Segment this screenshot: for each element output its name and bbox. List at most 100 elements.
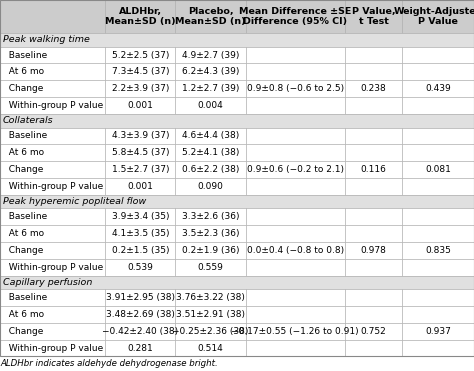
Bar [246, 178, 345, 195]
Text: Within-group P value: Within-group P value [3, 344, 103, 352]
Text: 0.978: 0.978 [361, 246, 386, 255]
Bar [0, 209, 105, 225]
Bar [0, 306, 105, 323]
Bar [246, 289, 345, 306]
Text: 3.5±2.3 (36): 3.5±2.3 (36) [182, 229, 239, 238]
Text: 7.3±4.5 (37): 7.3±4.5 (37) [111, 67, 169, 76]
Text: 0.2±1.5 (35): 0.2±1.5 (35) [111, 246, 169, 255]
Text: 0.752: 0.752 [361, 327, 386, 336]
Text: 0.081: 0.081 [425, 165, 451, 174]
Text: At 6 mo: At 6 mo [3, 310, 44, 319]
Bar [345, 225, 402, 242]
Text: 5.8±4.5 (37): 5.8±4.5 (37) [111, 148, 169, 157]
Text: 2.2±3.9 (37): 2.2±3.9 (37) [111, 84, 169, 93]
Bar [246, 63, 345, 80]
Bar [402, 259, 474, 276]
Bar [105, 225, 175, 242]
Bar [345, 340, 402, 357]
Text: 3.9±3.4 (35): 3.9±3.4 (35) [111, 212, 169, 221]
Text: 3.91±2.95 (38): 3.91±2.95 (38) [106, 293, 175, 302]
Bar [105, 0, 175, 33]
Text: Baseline: Baseline [3, 212, 47, 221]
Text: Collaterals: Collaterals [3, 116, 54, 125]
Bar [402, 63, 474, 80]
Text: 0.9±0.8 (−0.6 to 2.5): 0.9±0.8 (−0.6 to 2.5) [247, 84, 344, 93]
Bar [402, 144, 474, 161]
Text: Peak hyperemic popliteal flow: Peak hyperemic popliteal flow [3, 197, 146, 206]
Text: 3.3±2.6 (36): 3.3±2.6 (36) [182, 212, 239, 221]
Text: 0.116: 0.116 [361, 165, 386, 174]
Bar [246, 242, 345, 259]
Bar [246, 47, 345, 63]
Text: 0.001: 0.001 [128, 182, 153, 191]
Text: 0.937: 0.937 [425, 327, 451, 336]
Bar [175, 306, 246, 323]
Bar [246, 323, 345, 340]
Bar [345, 242, 402, 259]
Text: 0.004: 0.004 [198, 101, 223, 110]
Bar [402, 289, 474, 306]
Bar [0, 161, 105, 178]
Bar [345, 47, 402, 63]
Bar [175, 289, 246, 306]
Bar [345, 0, 402, 33]
Bar [105, 323, 175, 340]
Text: 0.238: 0.238 [361, 84, 386, 93]
Text: −0.42±2.40 (38): −0.42±2.40 (38) [102, 327, 178, 336]
Bar [402, 225, 474, 242]
Text: Within-group P value: Within-group P value [3, 263, 103, 272]
Text: 4.3±3.9 (37): 4.3±3.9 (37) [111, 131, 169, 141]
Bar [345, 178, 402, 195]
Bar [105, 178, 175, 195]
Text: Mean Difference ±SE
Difference (95% CI): Mean Difference ±SE Difference (95% CI) [239, 7, 352, 26]
Bar [402, 128, 474, 144]
Text: Peak walking time: Peak walking time [3, 35, 90, 44]
Text: 5.2±4.1 (38): 5.2±4.1 (38) [182, 148, 239, 157]
Text: 5.2±2.5 (37): 5.2±2.5 (37) [111, 50, 169, 59]
Bar [175, 47, 246, 63]
Bar [246, 0, 345, 33]
Text: −0.17±0.55 (−1.26 to 0.91): −0.17±0.55 (−1.26 to 0.91) [231, 327, 359, 336]
Bar [175, 259, 246, 276]
Text: 0.439: 0.439 [425, 84, 451, 93]
Bar [246, 340, 345, 357]
Bar [402, 209, 474, 225]
Bar [0, 357, 474, 371]
Text: At 6 mo: At 6 mo [3, 229, 44, 238]
Text: At 6 mo: At 6 mo [3, 67, 44, 76]
Bar [402, 0, 474, 33]
Text: 0.835: 0.835 [425, 246, 451, 255]
Bar [345, 161, 402, 178]
Text: Change: Change [3, 246, 43, 255]
Bar [0, 97, 105, 114]
Bar [175, 209, 246, 225]
Bar [105, 209, 175, 225]
Bar [105, 340, 175, 357]
Text: 0.281: 0.281 [128, 344, 153, 352]
Bar [246, 259, 345, 276]
Bar [175, 97, 246, 114]
Text: Within-group P value: Within-group P value [3, 101, 103, 110]
Bar [0, 114, 474, 128]
Bar [246, 144, 345, 161]
Bar [105, 289, 175, 306]
Bar [402, 242, 474, 259]
Bar [0, 178, 105, 195]
Bar [0, 63, 105, 80]
Text: 0.514: 0.514 [198, 344, 223, 352]
Text: 4.6±4.4 (38): 4.6±4.4 (38) [182, 131, 239, 141]
Text: 0.6±2.2 (38): 0.6±2.2 (38) [182, 165, 239, 174]
Bar [246, 306, 345, 323]
Bar [246, 225, 345, 242]
Text: 0.2±1.9 (36): 0.2±1.9 (36) [182, 246, 239, 255]
Bar [175, 0, 246, 33]
Bar [105, 259, 175, 276]
Text: 0.9±0.6 (−0.2 to 2.1): 0.9±0.6 (−0.2 to 2.1) [247, 165, 344, 174]
Bar [402, 47, 474, 63]
Text: 0.090: 0.090 [198, 182, 223, 191]
Bar [246, 97, 345, 114]
Text: Weight-Adjusted
P Value: Weight-Adjusted P Value [393, 7, 474, 26]
Text: Change: Change [3, 327, 43, 336]
Bar [175, 340, 246, 357]
Bar [105, 97, 175, 114]
